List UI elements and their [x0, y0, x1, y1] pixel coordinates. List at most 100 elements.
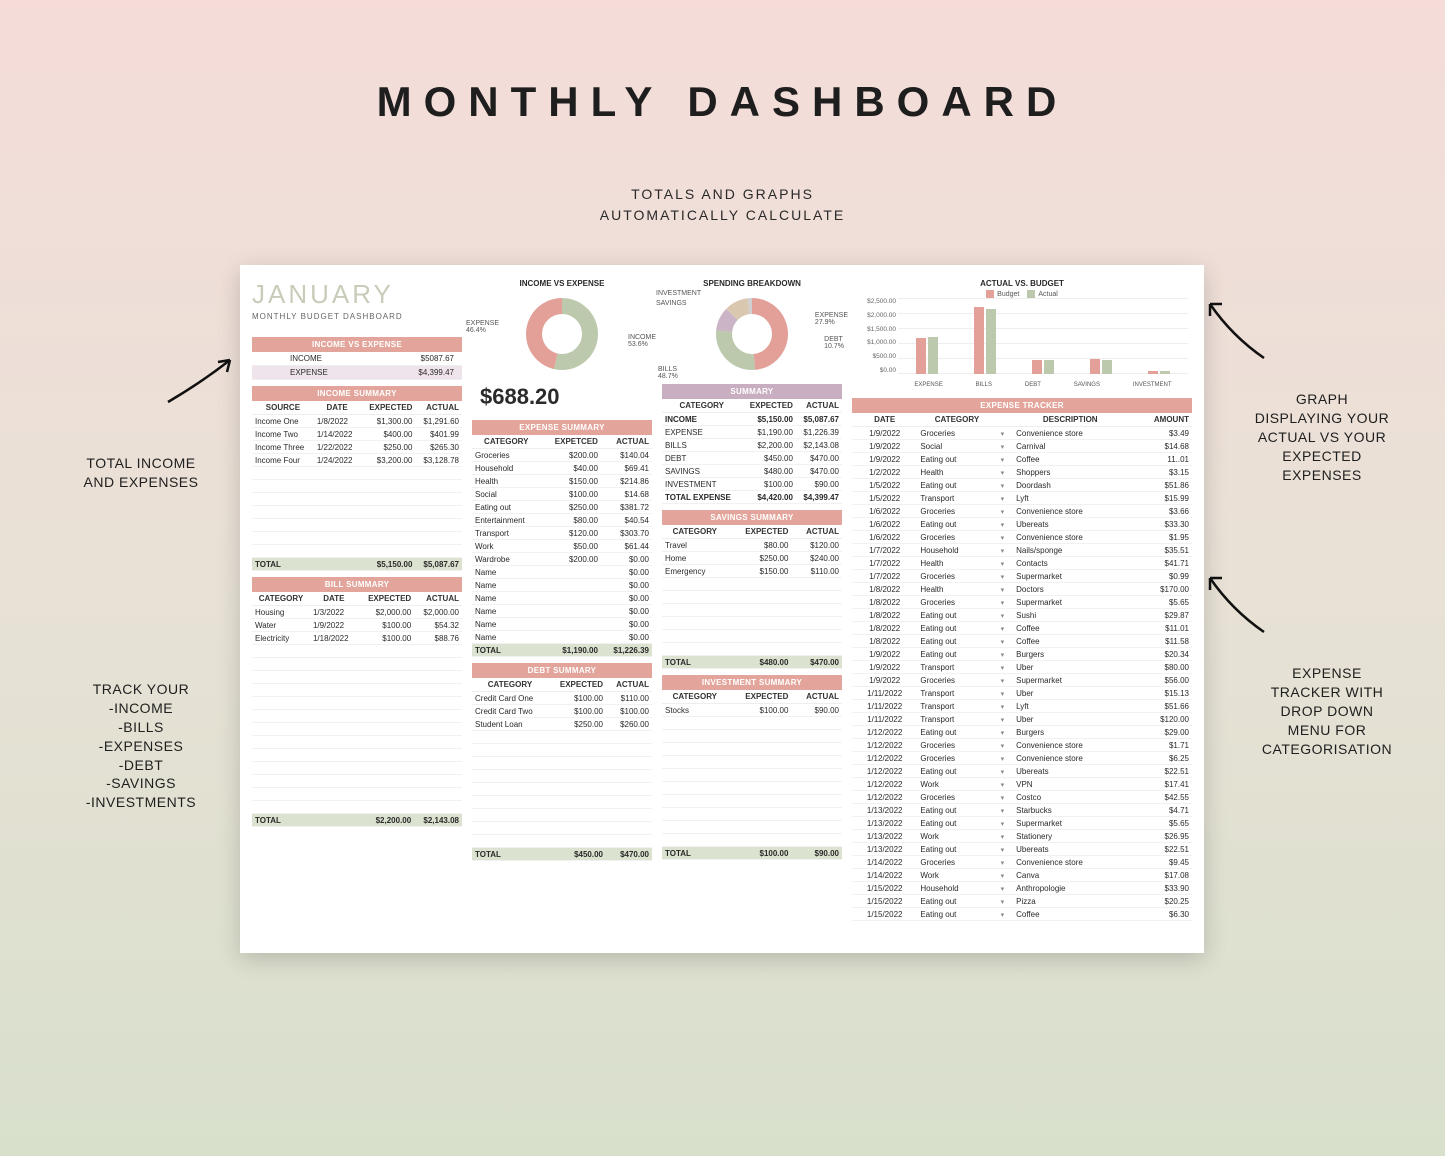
tracker-row[interactable]: 1/15/2022Eating outPizza$20.25: [852, 895, 1192, 908]
category-dropdown[interactable]: [997, 674, 1014, 687]
tracker-row[interactable]: 1/9/2022GroceriesConvenience store$3.49: [852, 427, 1192, 440]
category-dropdown[interactable]: [997, 583, 1014, 596]
bar-actual: [928, 337, 938, 374]
tracker-row[interactable]: 1/14/2022WorkCanva$17.08: [852, 869, 1192, 882]
expense-tracker-table[interactable]: DATECATEGORYDESCRIPTIONAMOUNT1/9/2022Gro…: [852, 413, 1192, 921]
category-dropdown[interactable]: [997, 739, 1014, 752]
tracker-row[interactable]: 1/11/2022TransportUber$120.00: [852, 713, 1192, 726]
category-dropdown[interactable]: [997, 557, 1014, 570]
arrow-icon: [1202, 570, 1272, 640]
tracker-row[interactable]: 1/12/2022GroceriesCostco$42.55: [852, 791, 1192, 804]
tracker-row[interactable]: 1/12/2022WorkVPN$17.41: [852, 778, 1192, 791]
category-dropdown[interactable]: [997, 765, 1014, 778]
category-dropdown[interactable]: [997, 661, 1014, 674]
tracker-row[interactable]: 1/8/2022HealthDoctors$170.00: [852, 583, 1192, 596]
tracker-row[interactable]: 1/12/2022GroceriesConvenience store$1.71: [852, 739, 1192, 752]
tracker-row[interactable]: 1/13/2022WorkStationery$26.95: [852, 830, 1192, 843]
tracker-row[interactable]: 1/13/2022Eating outStarbucks$4.71: [852, 804, 1192, 817]
tracker-row[interactable]: 1/7/2022GroceriesSupermarket$0.99: [852, 570, 1192, 583]
tracker-row[interactable]: 1/7/2022HouseholdNails/sponge$35.51: [852, 544, 1192, 557]
category-dropdown[interactable]: [997, 609, 1014, 622]
category-dropdown[interactable]: [997, 895, 1014, 908]
tracker-row[interactable]: 1/9/2022SocialCarnival$14.68: [852, 440, 1192, 453]
category-dropdown[interactable]: [997, 570, 1014, 583]
category-dropdown[interactable]: [997, 544, 1014, 557]
tracker-row[interactable]: 1/15/2022Eating outCoffee$6.30: [852, 908, 1192, 921]
category-dropdown[interactable]: [997, 596, 1014, 609]
tracker-header: EXPENSE TRACKER: [852, 398, 1192, 413]
category-dropdown[interactable]: [997, 700, 1014, 713]
category-dropdown[interactable]: [997, 843, 1014, 856]
tracker-row[interactable]: 1/5/2022Eating outDoordash$51.86: [852, 479, 1192, 492]
tracker-row[interactable]: 1/9/2022GroceriesSupermarket$56.00: [852, 674, 1192, 687]
category-dropdown[interactable]: [997, 830, 1014, 843]
category-dropdown[interactable]: [997, 791, 1014, 804]
category-dropdown[interactable]: [997, 622, 1014, 635]
tracker-row[interactable]: 1/11/2022TransportLyft$51.66: [852, 700, 1192, 713]
tracker-row[interactable]: 1/12/2022Eating outUbereats$22.51: [852, 765, 1192, 778]
investment-summary-table: CATEGORYEXPECTEDACTUALStocks$100.00$90.0…: [662, 690, 842, 860]
barchart-legend: BudgetActual: [852, 290, 1192, 298]
category-dropdown[interactable]: [997, 882, 1014, 895]
tracker-row[interactable]: 1/13/2022Eating outUbereats$22.51: [852, 843, 1192, 856]
tracker-row[interactable]: 1/6/2022GroceriesConvenience store$3.66: [852, 505, 1192, 518]
category-dropdown[interactable]: [997, 648, 1014, 661]
category-dropdown[interactable]: [997, 713, 1014, 726]
category-dropdown[interactable]: [997, 466, 1014, 479]
tracker-row[interactable]: 1/8/2022Eating outSushi$29.87: [852, 609, 1192, 622]
category-dropdown[interactable]: [997, 778, 1014, 791]
category-dropdown[interactable]: [997, 752, 1014, 765]
income-summary-header: INCOME SUMMARY: [252, 386, 462, 401]
tracker-row[interactable]: 1/14/2022GroceriesConvenience store$9.45: [852, 856, 1192, 869]
category-dropdown[interactable]: [997, 505, 1014, 518]
income-expense-donut: EXPENSE46.4% INCOME53.6%: [472, 290, 652, 378]
debt-summary-header: DEBT SUMMARY: [472, 663, 652, 678]
category-dropdown[interactable]: [997, 531, 1014, 544]
bar-budget: [1032, 360, 1042, 374]
tracker-row[interactable]: 1/15/2022HouseholdAnthropologie$33.90: [852, 882, 1192, 895]
tracker-row[interactable]: 1/2/2022HealthShoppers$3.15: [852, 466, 1192, 479]
tracker-row[interactable]: 1/9/2022Eating outBurgers$20.34: [852, 648, 1192, 661]
donut2-lbl-invest: INVESTMENT: [656, 290, 701, 297]
tracker-row[interactable]: 1/7/2022HealthContacts$41.71: [852, 557, 1192, 570]
spending-donut: BILLS48.7% EXPENSE27.9% DEBT10.7% SAVING…: [662, 290, 842, 378]
bar-budget: [974, 307, 984, 374]
category-dropdown[interactable]: [997, 427, 1014, 440]
tracker-row[interactable]: 1/6/2022GroceriesConvenience store$1.95: [852, 531, 1192, 544]
bill-summary-table: CATEGORYDATEEXPECTEDACTUALHousing1/3/202…: [252, 592, 462, 827]
category-dropdown[interactable]: [997, 635, 1014, 648]
tracker-row[interactable]: 1/9/2022TransportUber$80.00: [852, 661, 1192, 674]
tracker-row[interactable]: 1/12/2022GroceriesConvenience store$6.25: [852, 752, 1192, 765]
category-dropdown[interactable]: [997, 440, 1014, 453]
donut1-lbl-income: INCOME53.6%: [628, 334, 656, 348]
tracker-row[interactable]: 1/6/2022Eating outUbereats$33.30: [852, 518, 1192, 531]
bar-actual: [1044, 360, 1054, 374]
category-dropdown[interactable]: [997, 856, 1014, 869]
bar-budget: [1090, 359, 1100, 374]
tracker-row[interactable]: 1/8/2022Eating outCoffee$11.01: [852, 622, 1192, 635]
tracker-row[interactable]: 1/13/2022Eating outSupermarket$5.65: [852, 817, 1192, 830]
category-dropdown[interactable]: [997, 869, 1014, 882]
tracker-row[interactable]: 1/8/2022GroceriesSupermarket$5.65: [852, 596, 1192, 609]
category-dropdown[interactable]: [997, 453, 1014, 466]
tracker-row[interactable]: 1/9/2022Eating outCoffee11..01: [852, 453, 1192, 466]
barchart-title: ACTUAL VS. BUDGET: [852, 279, 1192, 288]
category-dropdown[interactable]: [997, 726, 1014, 739]
tracker-row[interactable]: 1/5/2022TransportLyft$15.99: [852, 492, 1192, 505]
category-dropdown[interactable]: [997, 492, 1014, 505]
category-dropdown[interactable]: [997, 518, 1014, 531]
savings-summary-header: SAVINGS SUMMARY: [662, 510, 842, 525]
category-dropdown[interactable]: [997, 817, 1014, 830]
category-dropdown[interactable]: [997, 908, 1014, 921]
callout-income-expense: TOTAL INCOMEAND EXPENSES: [56, 454, 226, 492]
bill-summary-header: BILL SUMMARY: [252, 577, 462, 592]
tracker-row[interactable]: 1/12/2022Eating outBurgers$29.00: [852, 726, 1192, 739]
category-dropdown[interactable]: [997, 687, 1014, 700]
donut1-title: INCOME VS EXPENSE: [472, 279, 652, 288]
category-dropdown[interactable]: [997, 479, 1014, 492]
tracker-row[interactable]: 1/8/2022Eating outCoffee$11.58: [852, 635, 1192, 648]
bar-actual: [1102, 360, 1112, 374]
donut1-lbl-expense: EXPENSE46.4%: [466, 320, 499, 334]
category-dropdown[interactable]: [997, 804, 1014, 817]
tracker-row[interactable]: 1/11/2022TransportUber$15.13: [852, 687, 1192, 700]
